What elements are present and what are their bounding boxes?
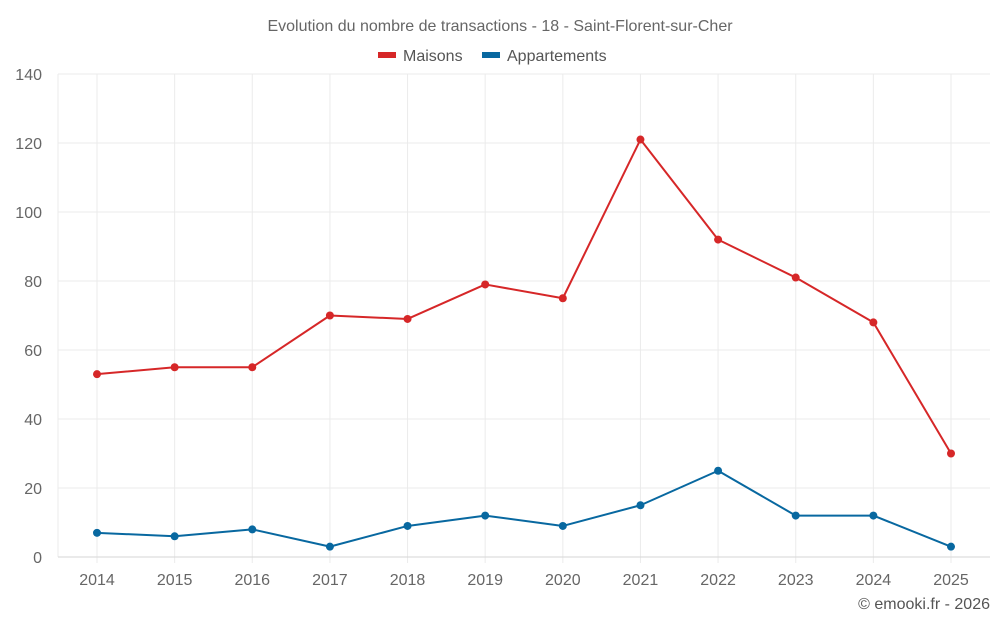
x-tick-label: 2025	[933, 572, 969, 589]
data-point	[325, 542, 334, 551]
data-point	[93, 528, 101, 537]
series-group	[93, 135, 955, 551]
data-point	[481, 511, 490, 520]
credit-text: © emooki.fr - 2026	[858, 596, 990, 613]
series-line	[96, 138, 952, 455]
x-tick-label: 2022	[700, 572, 736, 589]
legend-label: Appartements	[507, 48, 607, 65]
x-tick-label: 2020	[545, 572, 581, 589]
data-point	[947, 449, 955, 458]
data-point	[248, 363, 257, 372]
data-point	[403, 314, 412, 323]
data-point	[791, 273, 800, 282]
data-point	[714, 235, 723, 244]
y-tick-label: 120	[15, 136, 42, 153]
y-tick-label: 60	[24, 343, 42, 360]
y-tick-label: 100	[15, 205, 42, 222]
y-axis: 0 20 40 60 80 100 120 140	[15, 67, 42, 567]
legend-item-maisons: Maisons	[378, 48, 463, 65]
data-point	[869, 318, 878, 327]
data-point	[947, 542, 955, 551]
data-point	[869, 511, 878, 520]
x-tick-label: 2023	[778, 572, 814, 589]
x-tick-label: 2021	[623, 572, 659, 589]
data-point	[636, 135, 645, 144]
data-point	[403, 521, 412, 530]
x-tick-label: 2015	[157, 572, 193, 589]
chart-title: Evolution du nombre de transactions - 18…	[267, 18, 733, 35]
series-line	[96, 469, 952, 548]
x-tick-label: 2024	[856, 572, 892, 589]
y-tick-label: 80	[24, 274, 42, 291]
legend-swatch	[482, 52, 500, 58]
x-tick-label: 2017	[312, 572, 348, 589]
legend-swatch	[378, 52, 396, 58]
data-point	[714, 466, 723, 475]
y-tick-label: 0	[33, 550, 42, 567]
data-point	[248, 525, 257, 534]
y-tick-label: 40	[24, 412, 42, 429]
series-appartements	[93, 466, 955, 551]
legend-item-appartements: Appartements	[482, 48, 607, 65]
data-point	[791, 511, 800, 520]
data-point	[170, 363, 179, 372]
y-tick-label: 140	[15, 67, 42, 84]
data-point	[558, 294, 567, 303]
data-point	[93, 370, 101, 379]
x-tick-label: 2016	[234, 572, 270, 589]
legend-label: Maisons	[403, 48, 463, 65]
data-point	[481, 280, 490, 289]
x-axis: 2014 2015 2016 2017 2018 2019 2020 2021 2022 2023…	[58, 556, 990, 589]
x-tick-label: 2014	[79, 572, 115, 589]
data-point	[558, 521, 567, 530]
x-tick-label: 2018	[390, 572, 426, 589]
data-point	[636, 501, 645, 510]
data-point	[325, 311, 334, 320]
data-point	[170, 532, 179, 541]
x-tick-label: 2019	[467, 572, 503, 589]
grid	[57, 73, 990, 563]
legend: Maisons Appartements	[378, 48, 607, 65]
series-maisons	[93, 135, 955, 458]
y-tick-label: 20	[24, 481, 42, 498]
